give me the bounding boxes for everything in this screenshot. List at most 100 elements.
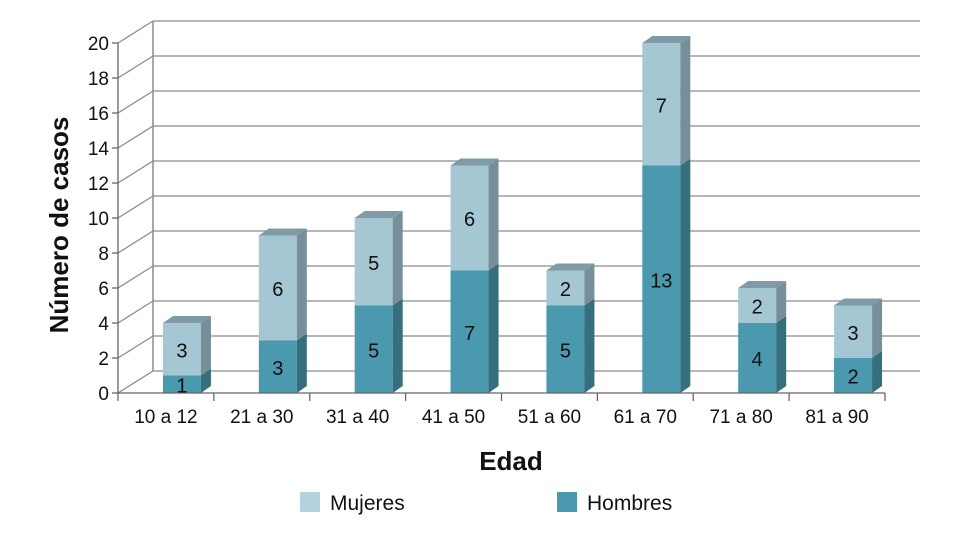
bars [162, 36, 883, 393]
data-label: 4 [752, 349, 763, 371]
bar-front [642, 165, 681, 393]
y-tick-label: 0 [98, 384, 109, 405]
bar-top [642, 36, 691, 43]
bar-side [680, 36, 691, 166]
bar-front [354, 305, 393, 393]
bar-front [546, 305, 585, 393]
y-tick-label: 10 [88, 209, 109, 230]
bar-side [680, 158, 691, 393]
x-tick-label: 71 a 80 [709, 407, 772, 428]
gridline-connector [117, 195, 154, 219]
data-label: 5 [368, 340, 379, 362]
x-tick-label: 41 a 50 [422, 407, 485, 428]
bar-segment-hombres [450, 263, 499, 393]
bar-front [258, 340, 297, 393]
x-tick-label: 10 a 12 [134, 407, 197, 428]
y-tick-label: 14 [88, 139, 110, 160]
y-tick-label: 4 [98, 314, 109, 335]
data-label: 7 [464, 323, 475, 345]
bar-front [834, 305, 873, 358]
y-tick-label: 2 [98, 349, 109, 370]
bar-segment-mujeres [258, 228, 307, 341]
legend-swatch [300, 492, 320, 512]
bar-front [546, 270, 585, 306]
bar-segment-mujeres [546, 263, 595, 306]
bar-front [450, 165, 489, 271]
bar-side [584, 298, 595, 393]
x-axis-title: Edad [479, 446, 543, 476]
bar-top [834, 298, 883, 306]
bar-side [392, 298, 403, 393]
bar-side [296, 228, 307, 341]
bar-side [872, 351, 883, 393]
bar-front [450, 270, 489, 393]
bar-side [488, 158, 499, 271]
y-tick-label: 16 [88, 104, 109, 125]
bar-top [546, 263, 595, 271]
data-label: 3 [176, 340, 187, 362]
gridline-connector [117, 265, 154, 289]
bar-side [776, 281, 787, 323]
y-tick-label: 8 [98, 244, 109, 265]
legend-item-hombres: Hombres [557, 492, 672, 515]
bar-front [162, 375, 201, 393]
bar-segment-mujeres [450, 158, 499, 271]
data-label: 3 [848, 323, 859, 345]
data-label: 2 [560, 279, 571, 301]
legend-label: Hombres [587, 492, 672, 515]
y-tick-label: 12 [88, 174, 109, 195]
bar-side [200, 368, 211, 393]
bar-segment-hombres [162, 368, 211, 393]
legend-label: Mujeres [330, 492, 405, 515]
bar-segment-mujeres [162, 316, 211, 376]
bar-front [738, 288, 777, 323]
data-label: 2 [752, 297, 763, 319]
data-label: 5 [368, 253, 379, 275]
legend-item-mujeres: Mujeres [300, 492, 405, 515]
bar-segment-hombres [354, 298, 403, 393]
gridline-connector [117, 335, 154, 359]
y-tick-label: 18 [88, 69, 109, 90]
x-tick-label: 31 a 40 [326, 407, 389, 428]
y-axis-title: Número de casos [44, 117, 74, 334]
gridline-connector [117, 20, 154, 44]
data-label: 5 [560, 340, 571, 362]
gridline-connector [117, 230, 154, 254]
bar-top [738, 281, 787, 288]
legend: Mujeres Hombres [300, 492, 672, 515]
bar-segment-mujeres [738, 281, 787, 323]
gridline-connector [117, 370, 154, 394]
bar-segment-hombres [738, 316, 787, 393]
bar-side [584, 263, 595, 306]
y-tick-label: 6 [98, 279, 109, 300]
gridline-connector [117, 55, 154, 79]
data-label: 1 [176, 375, 187, 397]
bar-segment-hombres [642, 158, 691, 393]
data-label: 6 [272, 279, 283, 301]
gridline-connector [117, 125, 154, 149]
bar-segment-hombres [258, 333, 307, 393]
gridline-connector [117, 160, 154, 184]
bar-side [392, 211, 403, 306]
bar-segment-hombres [546, 298, 595, 393]
bar-segment-mujeres [834, 298, 883, 358]
bar-front [162, 323, 201, 376]
data-label: 13 [650, 270, 672, 292]
x-tick-label: 51 a 60 [518, 407, 581, 428]
bar-front [738, 323, 777, 393]
bar-side [776, 316, 787, 393]
bar-top [354, 211, 403, 218]
x-tick-label: 81 a 90 [805, 407, 868, 428]
data-label: 6 [464, 209, 475, 231]
x-tick-label: 21 a 30 [230, 407, 293, 428]
bar-front [354, 218, 393, 306]
bar-top [450, 158, 499, 166]
bar-top [258, 228, 307, 236]
bar-front [834, 358, 873, 393]
data-label: 2 [848, 367, 859, 389]
bar-segment-mujeres [642, 36, 691, 166]
gridline-connector [117, 300, 154, 324]
